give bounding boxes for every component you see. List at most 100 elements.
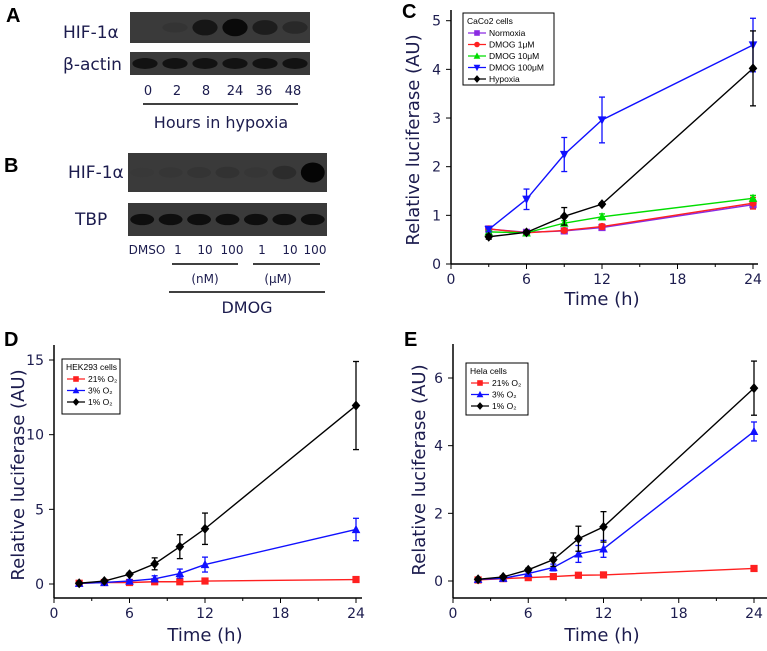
- marker-triangle-up: [175, 568, 185, 578]
- marker-square: [524, 574, 532, 582]
- y-tick-label: 2: [434, 506, 443, 522]
- marker-diamond: [484, 231, 494, 242]
- blot-a-hif-band: [222, 18, 248, 37]
- series-line: [478, 567, 755, 581]
- marker-circle: [474, 41, 480, 48]
- x-tick-label: 6: [125, 606, 134, 622]
- legend-label: DMOG 1μM: [489, 40, 535, 50]
- marker-triangle-up: [574, 549, 583, 558]
- x-tick-label: 18: [670, 606, 688, 622]
- legend-label: 21% O₂: [88, 374, 117, 384]
- blot-a-lane-label: 2: [173, 84, 181, 99]
- blot-a-hif-band: [282, 21, 308, 34]
- marker-diamond: [351, 400, 361, 411]
- blot-b-hif-band: [243, 167, 268, 178]
- panel-label-b: B: [4, 155, 18, 177]
- y-tick-label: 2: [432, 160, 441, 176]
- blot-a-lane-label: 48: [285, 84, 302, 99]
- blot-b-hif-band: [272, 165, 297, 180]
- legend-box: [462, 12, 555, 86]
- marker-triangle-up: [150, 574, 159, 583]
- blot-a: 0 2 8 24 36 48: [130, 12, 310, 99]
- marker-triangle-up: [72, 386, 80, 394]
- y-tick-label: 15: [26, 353, 44, 369]
- legend-box: [61, 358, 121, 415]
- blot-a-lane-label: 24: [227, 84, 244, 99]
- blot-b-hif-band: [130, 167, 155, 178]
- y-tick-label: 0: [434, 574, 443, 590]
- x-tick-label: 12: [593, 272, 611, 288]
- series-2: [74, 360, 361, 589]
- blot-a-actin-membrane: [130, 52, 310, 75]
- blot-a-lane-label: 8: [202, 84, 210, 99]
- x-tick-label: 18: [272, 606, 290, 622]
- legend: Hela cells 21% O₂ 3% O₂1% O₂: [465, 362, 529, 416]
- x-tick-label: 12: [196, 606, 214, 622]
- blot-b-row-tbp: TBP: [74, 210, 107, 230]
- blot-b-treatment: DMOG: [221, 298, 272, 317]
- series-1: [473, 421, 759, 583]
- x-tick-label: 0: [447, 272, 456, 288]
- blot-b-unit-um: (μM): [264, 272, 291, 286]
- marker-diamond: [150, 558, 159, 569]
- marker-square: [352, 575, 360, 584]
- x-tick-label: 6: [524, 606, 533, 622]
- legend-label: 3% O₂: [492, 390, 517, 400]
- marker-square: [201, 577, 209, 585]
- series-2: [473, 360, 759, 585]
- legend-label: 21% O₂: [492, 378, 521, 388]
- marker-triangle-down: [522, 195, 531, 204]
- marker-diamond: [559, 211, 569, 222]
- marker-diamond: [549, 554, 558, 565]
- marker-triangle-up: [599, 544, 608, 553]
- y-tick-label: 6: [434, 371, 443, 387]
- blot-a-hif-membrane: [130, 12, 310, 43]
- marker-square: [750, 564, 758, 573]
- blot-a-row-actin: β-actin: [63, 55, 122, 75]
- x-axis-title: Time (h): [563, 625, 639, 646]
- blot-a-actin-band: [222, 58, 248, 69]
- marker-triangle-down: [473, 64, 481, 72]
- series-0: [474, 564, 758, 584]
- blot-b-lane-label: DMSO: [129, 243, 166, 257]
- blot-b-tbp-band: [272, 213, 297, 226]
- y-tick-label: 5: [432, 14, 441, 30]
- y-tick-label: 10: [26, 428, 44, 444]
- series-line: [488, 197, 754, 234]
- marker-triangle-up: [473, 52, 481, 59]
- blot-b-tbp-band: [215, 213, 240, 226]
- legend-title: Hela cells: [470, 366, 507, 376]
- marker-square: [599, 571, 608, 579]
- blot-b-lane-label: 10: [282, 243, 297, 257]
- y-axis-title: Relative luciferase (AU): [8, 369, 29, 580]
- series-line: [478, 387, 755, 581]
- x-tick-label: 24: [745, 606, 763, 622]
- marker-diamond: [74, 578, 84, 589]
- marker-triangle-up: [597, 212, 607, 221]
- legend-title: HEK293 cells: [66, 362, 117, 372]
- legend-label: 3% O₂: [88, 386, 113, 396]
- marker-diamond: [748, 63, 758, 74]
- marker-square: [474, 30, 480, 36]
- marker-diamond: [72, 398, 80, 406]
- blot-b-lane-label: 1: [174, 243, 182, 257]
- y-axis-title: Relative luciferase (AU): [409, 364, 430, 575]
- series-line: [488, 202, 754, 234]
- x-tick-label: 24: [744, 272, 762, 288]
- marker-diamond: [522, 227, 531, 238]
- marker-diamond: [574, 533, 583, 544]
- marker-diamond: [498, 571, 508, 582]
- y-tick-label: 1: [432, 208, 441, 224]
- y-tick-label: 4: [432, 62, 441, 78]
- blot-a-xlabel: Hours in hypoxia: [154, 113, 288, 132]
- y-tick-label: 4: [434, 439, 443, 455]
- blot-b-lane-label: 100: [304, 243, 327, 257]
- x-tick-label: 0: [449, 606, 458, 622]
- y-tick-label: 5: [35, 502, 44, 518]
- blot-a-row-hif: HIF-1α: [63, 23, 119, 43]
- blot-a-hif-band: [132, 23, 158, 32]
- blot-b-tbp-band: [187, 213, 212, 226]
- marker-diamond: [476, 402, 484, 410]
